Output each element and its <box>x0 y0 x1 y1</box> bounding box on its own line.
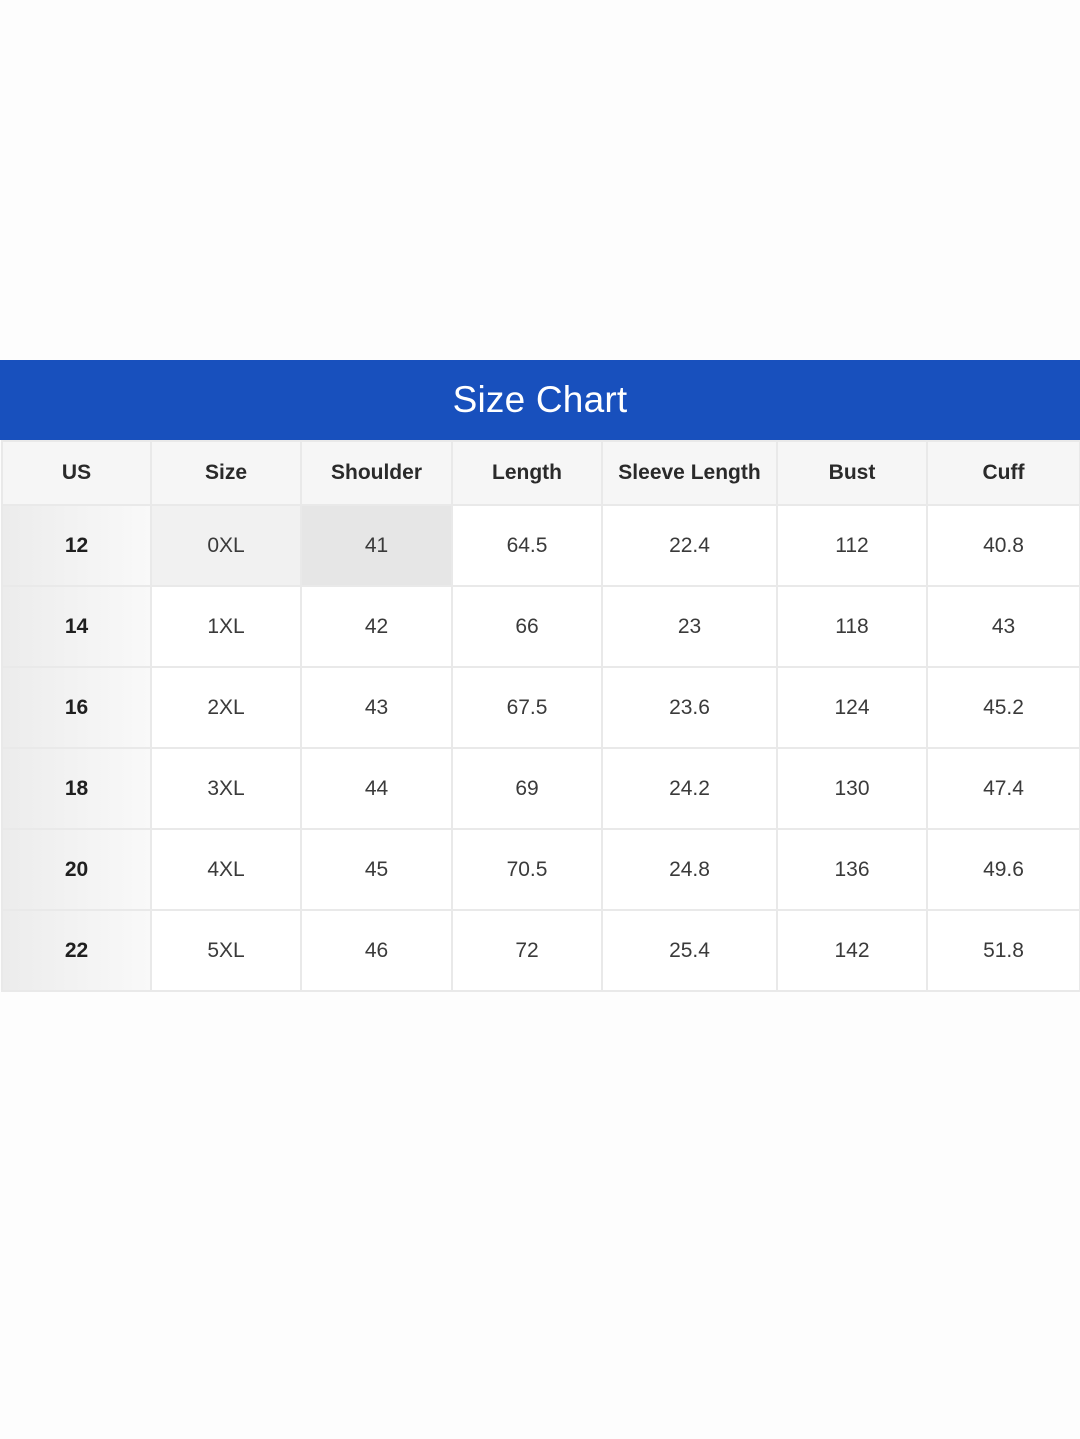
column-header-cuff: Cuff <box>926 440 1080 506</box>
table-row: 16 2XL 43 67.5 23.6 124 45.2 <box>1 666 1080 749</box>
sleeve-length-cell: 22.4 <box>601 504 778 587</box>
size-chart: Size Chart US Size Shoulder Length Sleev… <box>0 360 1080 992</box>
column-header-us: US <box>1 440 152 506</box>
us-size-cell: 14 <box>1 585 152 668</box>
us-size-cell: 22 <box>1 909 152 992</box>
column-header-sleeve-length: Sleeve Length <box>601 440 778 506</box>
cuff-cell: 47.4 <box>926 747 1080 830</box>
cuff-cell: 51.8 <box>926 909 1080 992</box>
length-cell: 67.5 <box>451 666 603 749</box>
length-cell: 66 <box>451 585 603 668</box>
size-cell: 4XL <box>150 828 302 911</box>
size-cell: 1XL <box>150 585 302 668</box>
size-cell: 5XL <box>150 909 302 992</box>
sleeve-length-cell: 24.2 <box>601 747 778 830</box>
us-size-cell: 18 <box>1 747 152 830</box>
length-cell: 69 <box>451 747 603 830</box>
size-chart-title: Size Chart <box>0 360 1080 440</box>
column-header-length: Length <box>451 440 603 506</box>
shoulder-cell: 42 <box>300 585 453 668</box>
size-table: US Size Shoulder Length Sleeve Length Bu… <box>1 440 1080 992</box>
cuff-cell: 43 <box>926 585 1080 668</box>
table-row: 18 3XL 44 69 24.2 130 47.4 <box>1 747 1080 830</box>
shoulder-cell: 43 <box>300 666 453 749</box>
length-cell: 70.5 <box>451 828 603 911</box>
us-size-cell: 20 <box>1 828 152 911</box>
sleeve-length-cell: 23.6 <box>601 666 778 749</box>
bust-cell: 142 <box>776 909 928 992</box>
column-header-shoulder: Shoulder <box>300 440 453 506</box>
bust-cell: 130 <box>776 747 928 830</box>
shoulder-cell: 45 <box>300 828 453 911</box>
table-row: 22 5XL 46 72 25.4 142 51.8 <box>1 909 1080 992</box>
sleeve-length-cell: 24.8 <box>601 828 778 911</box>
size-cell: 0XL <box>150 504 302 587</box>
bust-cell: 112 <box>776 504 928 587</box>
us-size-cell: 12 <box>1 504 152 587</box>
table-row: 14 1XL 42 66 23 118 43 <box>1 585 1080 668</box>
us-size-cell: 16 <box>1 666 152 749</box>
bust-cell: 136 <box>776 828 928 911</box>
table-row: 12 0XL 41 64.5 22.4 112 40.8 <box>1 504 1080 587</box>
table-header-row: US Size Shoulder Length Sleeve Length Bu… <box>1 440 1080 506</box>
bust-cell: 124 <box>776 666 928 749</box>
table-row: 20 4XL 45 70.5 24.8 136 49.6 <box>1 828 1080 911</box>
column-header-size: Size <box>150 440 302 506</box>
cuff-cell: 45.2 <box>926 666 1080 749</box>
cuff-cell: 49.6 <box>926 828 1080 911</box>
size-cell: 3XL <box>150 747 302 830</box>
cuff-cell: 40.8 <box>926 504 1080 587</box>
bust-cell: 118 <box>776 585 928 668</box>
length-cell: 64.5 <box>451 504 603 587</box>
shoulder-cell: 41 <box>300 504 453 587</box>
shoulder-cell: 44 <box>300 747 453 830</box>
column-header-bust: Bust <box>776 440 928 506</box>
size-cell: 2XL <box>150 666 302 749</box>
shoulder-cell: 46 <box>300 909 453 992</box>
length-cell: 72 <box>451 909 603 992</box>
sleeve-length-cell: 23 <box>601 585 778 668</box>
sleeve-length-cell: 25.4 <box>601 909 778 992</box>
